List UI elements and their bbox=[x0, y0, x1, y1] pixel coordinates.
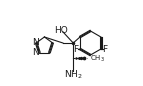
Text: F: F bbox=[102, 45, 107, 54]
Text: NH$_2$: NH$_2$ bbox=[64, 69, 83, 81]
Text: F: F bbox=[73, 45, 78, 54]
Text: CH$_3$: CH$_3$ bbox=[90, 53, 105, 64]
Text: N: N bbox=[32, 38, 39, 47]
Text: HO: HO bbox=[54, 26, 68, 35]
Text: N: N bbox=[32, 48, 38, 57]
